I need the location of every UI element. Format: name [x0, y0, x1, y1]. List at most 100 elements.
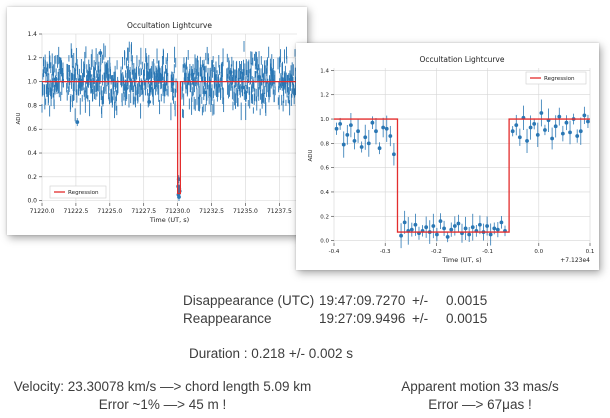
plot-area — [334, 68, 590, 243]
data-point — [356, 129, 360, 134]
data-point — [485, 224, 489, 228]
data-point — [413, 222, 418, 227]
x-tick-label: -0.1 — [482, 249, 493, 255]
y-tick-label: 1.4 — [27, 31, 37, 38]
data-point — [352, 139, 357, 143]
lightcurve-full-chart: Occultation Lightcurve 71220.0 71222.5 7122… — [16, 21, 298, 224]
chart-title: Occultation Lightcurve — [419, 55, 504, 64]
y-tick-label: 1.2 — [27, 55, 37, 62]
x-offset-label: +7.123e4 — [560, 257, 590, 264]
x-tick-label: 71230.0 — [165, 208, 190, 215]
data-point — [456, 221, 461, 226]
data-point — [543, 128, 547, 132]
x-tick-label: -0.4 — [329, 249, 340, 255]
data-point — [553, 124, 558, 129]
regression-line — [42, 80, 297, 195]
data-point — [470, 225, 475, 230]
velocity-error-text: Error ~1% —> 45 m ! — [98, 397, 227, 412]
disappearance-label: Disappearance (UTC) — [183, 293, 315, 308]
reappearance-time: 19:27:09.9496 — [319, 311, 406, 326]
x-tick-label: -0.3 — [380, 249, 391, 255]
x-tick-label: 71225.0 — [97, 208, 122, 215]
data-point — [177, 189, 182, 193]
reappearance-plusminus: +/- — [412, 311, 429, 326]
disappearance-error: 0.0015 — [446, 293, 488, 308]
x-tick-label: 71237.5 — [267, 208, 292, 215]
reappearance-label: Reappearance — [183, 311, 272, 326]
x-axis-label: Time (UT, s) — [441, 256, 481, 264]
x-tick-label: 71232.5 — [199, 208, 224, 215]
duration-text: Duration : 0.218 +/- 0.002 s — [189, 346, 353, 361]
velocity-text: Velocity: 23.30078 km/s —> chord length … — [13, 379, 312, 394]
data-point — [98, 51, 103, 55]
data-point — [363, 135, 368, 140]
data-point — [359, 145, 364, 149]
chart-title: Occultation Lightcurve — [127, 21, 212, 30]
x-tick-label: 71220.0 — [30, 208, 55, 215]
data-point — [348, 123, 353, 128]
data-point — [550, 136, 555, 141]
y-tick-label: 0.8 — [27, 102, 37, 109]
data-point — [431, 224, 436, 228]
data-point — [334, 126, 339, 131]
data-point — [510, 129, 515, 134]
y-tick-label: 1.0 — [320, 117, 329, 123]
data-point — [124, 86, 128, 91]
data-point — [586, 119, 590, 124]
data-point — [345, 132, 350, 137]
data-point — [438, 219, 443, 224]
data-point — [575, 134, 580, 138]
lightcurve-zoom-panel: Occultation Lightcurve -0.4 -0.3 -0.2 -0.1 0.… — [296, 43, 599, 270]
data-point — [564, 120, 569, 125]
motion-error-text: Error —> 67μas ! — [428, 397, 532, 412]
y-tick-label: 1.4 — [320, 68, 329, 74]
data-point — [463, 226, 468, 231]
data-point — [495, 227, 500, 232]
data-point — [377, 146, 382, 151]
data-point — [578, 129, 583, 134]
data-point — [257, 74, 261, 79]
data-point — [445, 235, 450, 239]
y-tick-label: 0.4 — [320, 190, 329, 196]
data-point — [528, 125, 533, 130]
x-axis-label: Time (UT, s) — [149, 216, 189, 224]
data-point — [338, 122, 343, 126]
data-point — [532, 122, 537, 126]
data-point — [560, 131, 565, 136]
data-point — [525, 139, 529, 143]
y-tick-label: 0.6 — [27, 126, 37, 133]
data-point — [517, 135, 522, 140]
lightcurve-zoom-chart: Occultation Lightcurve -0.4 -0.3 -0.2 -0.1 0.… — [308, 55, 595, 264]
data-point — [75, 120, 80, 124]
x-tick-label: 71227.5 — [131, 208, 156, 215]
data-point — [341, 142, 346, 147]
x-tick-label: 0.0 — [534, 249, 543, 255]
data-point — [449, 227, 454, 232]
data-point — [435, 232, 439, 237]
data-point — [399, 233, 403, 238]
data-point — [488, 232, 493, 237]
y-tick-label: 0.4 — [27, 150, 37, 157]
data-point — [147, 99, 152, 104]
data-point — [539, 111, 544, 115]
data-point — [499, 220, 504, 225]
x-tick-label: -0.2 — [431, 249, 442, 255]
y-tick-label: 0.6 — [320, 166, 329, 172]
data-point — [190, 72, 195, 77]
data-point — [388, 134, 393, 138]
data-point — [374, 129, 378, 134]
lightcurve-full-panel: Occultation Lightcurve 71220.0 71222.5 7122… — [7, 7, 307, 235]
legend-box — [49, 185, 107, 199]
y-tick-label: 0.8 — [320, 141, 329, 147]
x-tick-label: 0.1 — [586, 249, 595, 255]
data-point — [409, 227, 414, 232]
data-point — [384, 126, 389, 131]
data-point — [467, 232, 472, 237]
data-point — [370, 120, 375, 125]
data-point — [381, 125, 386, 130]
data-point — [202, 90, 207, 95]
data-point — [87, 73, 92, 78]
data-point — [535, 132, 540, 137]
data-point — [402, 220, 407, 225]
data-point — [240, 85, 245, 90]
